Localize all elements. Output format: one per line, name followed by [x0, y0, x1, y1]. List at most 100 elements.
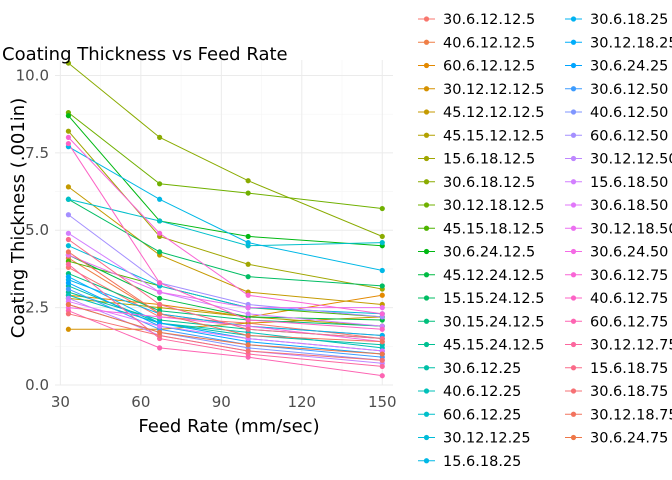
- legend-label: 30.12.12.12.5: [443, 82, 544, 98]
- data-point: [65, 243, 72, 249]
- series-line: [68, 239, 383, 340]
- legend-key-point: [570, 434, 577, 441]
- data-point: [245, 305, 251, 311]
- legend-label: 15.6.18.12.5: [443, 152, 535, 168]
- legend-label: 30.12.12.50: [590, 152, 672, 168]
- legend-label: 45.15.24.12.5: [443, 338, 544, 354]
- series-line: [68, 251, 383, 343]
- legend-item: 30.6.24.75: [565, 431, 668, 447]
- legend-key-point: [570, 295, 577, 301]
- data-point: [379, 240, 385, 246]
- legend-label: 30.6.24.12.5: [443, 245, 535, 261]
- data-point: [65, 280, 72, 286]
- data-point: [157, 230, 163, 236]
- data-point: [65, 301, 72, 308]
- legend-label: 30.6.12.25: [443, 361, 521, 377]
- y-tick-label: 2.5: [25, 299, 49, 317]
- data-point: [157, 295, 163, 301]
- legend-key-point: [423, 16, 430, 22]
- data-point: [245, 261, 251, 267]
- data-point: [245, 190, 251, 196]
- data-point: [245, 311, 251, 317]
- legend-item: 30.6.12.75: [565, 268, 668, 284]
- data-point: [157, 329, 163, 335]
- data-point: [157, 311, 163, 317]
- legend-item: 30.6.18.75: [565, 384, 668, 400]
- data-point: [157, 134, 163, 140]
- legend-label: 40.6.12.25: [443, 384, 521, 400]
- legend-key-point: [570, 341, 577, 348]
- data-point: [65, 212, 72, 218]
- legend-key-point: [423, 341, 430, 348]
- legend-item: 30.12.18.75: [565, 407, 672, 423]
- data-point: [245, 317, 251, 323]
- legend-item: 45.12.24.12.5: [418, 268, 544, 284]
- series-line: [68, 273, 383, 327]
- legend-label: 30.6.18.25: [590, 12, 668, 28]
- legend-key-point: [423, 248, 430, 255]
- legend-label: 15.6.18.75: [590, 361, 668, 377]
- legend-item: 30.12.12.75: [565, 338, 672, 354]
- legend-key-point: [570, 248, 577, 255]
- legend-label: 60.6.12.50: [590, 128, 668, 144]
- legend-key-point: [570, 62, 577, 69]
- data-point: [379, 351, 385, 357]
- legend-item: 30.12.18.25: [565, 35, 672, 51]
- legend-key-point: [570, 39, 577, 45]
- legend-key-point: [423, 39, 430, 45]
- legend-item: 15.6.18.50: [565, 175, 668, 191]
- legend-key-point: [570, 388, 577, 394]
- data-point: [245, 326, 251, 332]
- data-point: [245, 178, 251, 184]
- series-line: [68, 198, 383, 247]
- series-line: [68, 112, 383, 210]
- legend-key-point: [570, 202, 577, 208]
- legend-item: 30.15.24.12.5: [418, 314, 544, 330]
- legend-label: 30.6.12.12.5: [443, 12, 535, 28]
- legend-key-point: [570, 411, 577, 417]
- data-point: [157, 280, 163, 286]
- legend-label: 30.12.12.75: [590, 338, 672, 354]
- series-line: [68, 297, 383, 327]
- data-point: [157, 345, 163, 351]
- data-point: [245, 233, 251, 240]
- series-line: [68, 214, 383, 318]
- data-point: [65, 140, 72, 147]
- data-point: [65, 196, 72, 202]
- legend-label: 30.6.12.50: [590, 82, 668, 98]
- legend-item: 15.6.18.12.5: [418, 152, 535, 168]
- x-tick-label: 150: [368, 393, 397, 411]
- x-tick-label: 60: [131, 393, 150, 411]
- x-tick-label: 90: [212, 393, 231, 411]
- legend-key-point: [423, 225, 430, 231]
- legend-key-point: [423, 179, 430, 185]
- series-line: [67, 143, 383, 330]
- legend-label: 30.6.24.25: [590, 59, 668, 75]
- data-point: [379, 267, 385, 274]
- legend-item: 40.6.12.12.5: [418, 35, 535, 51]
- data-point: [379, 311, 385, 317]
- series-line: [68, 232, 383, 327]
- series-line: [68, 279, 383, 336]
- data-point: [245, 332, 251, 339]
- legend-item: 30.12.18.50: [565, 221, 672, 237]
- data-point: [65, 134, 72, 140]
- legend-item: 15.6.18.25: [418, 454, 521, 470]
- legend-key-point: [423, 388, 430, 394]
- legend-label: 30.15.24.12.5: [443, 314, 544, 330]
- legend-label: 15.15.24.12.5: [443, 291, 544, 307]
- legend-label: 40.6.12.50: [590, 105, 668, 121]
- legend-item: 30.6.18.12.5: [418, 175, 535, 191]
- legend-label: 60.6.12.75: [590, 314, 668, 330]
- legend-key-point: [423, 272, 430, 278]
- data-point: [245, 342, 251, 348]
- legend-label: 30.12.18.12.5: [443, 198, 544, 214]
- legend-item: 30.6.24.50: [565, 245, 668, 261]
- data-point: [65, 236, 72, 243]
- series-line: [68, 313, 383, 361]
- series-line: [68, 186, 383, 306]
- legend-item: 30.6.18.25: [565, 12, 668, 28]
- legend-item: 30.6.12.12.5: [418, 12, 535, 28]
- series-line: [68, 288, 383, 358]
